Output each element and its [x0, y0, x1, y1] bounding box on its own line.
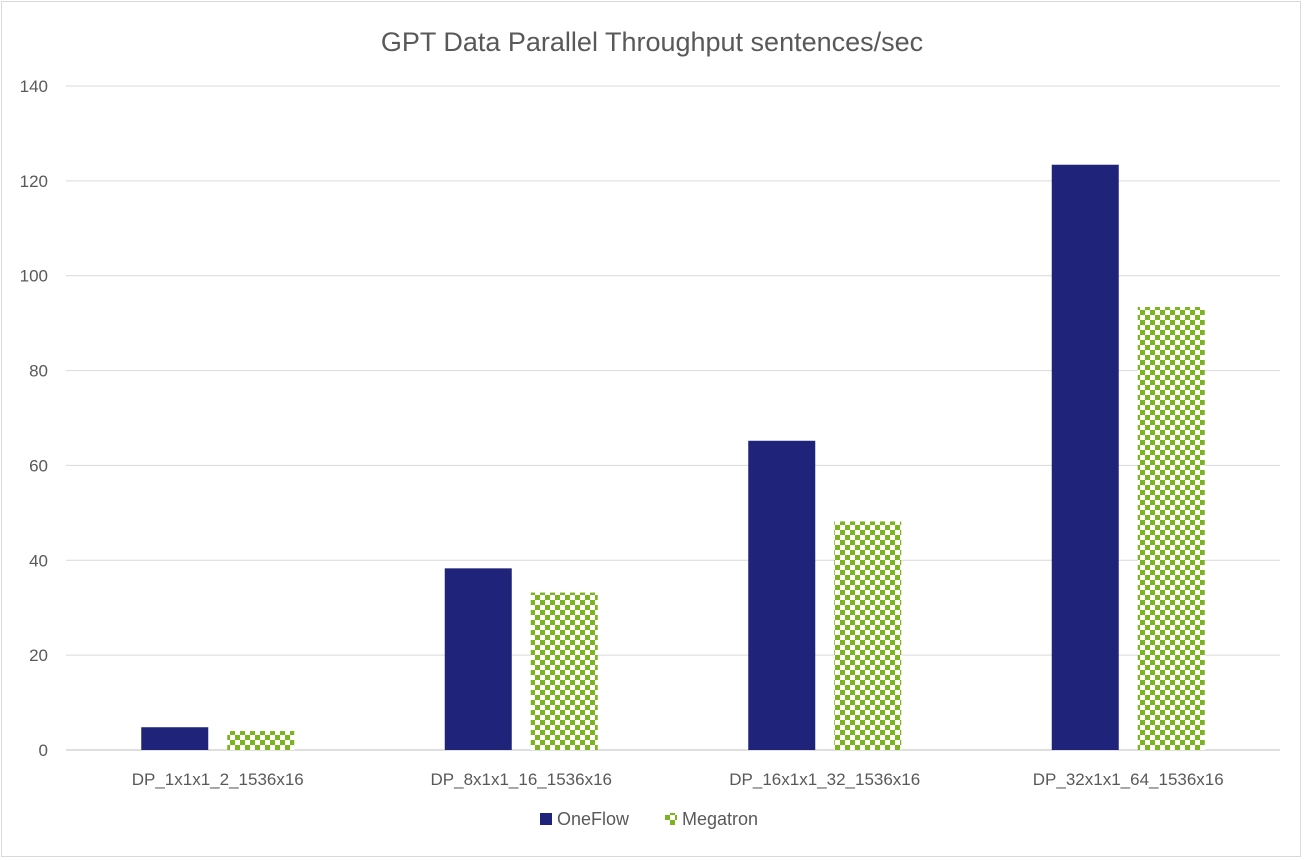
chart-title: GPT Data Parallel Throughput sentences/s… [381, 27, 923, 57]
bar-megatron-4 [1137, 307, 1205, 750]
y-tick-label: 140 [20, 77, 48, 96]
legend-swatch-megatron [665, 813, 677, 825]
bar-oneflow-4 [1051, 164, 1119, 750]
bar-oneflow-2 [444, 568, 512, 750]
bar-oneflow-3 [748, 440, 816, 750]
y-tick-label: 40 [29, 551, 48, 570]
y-tick-label: 60 [29, 456, 48, 475]
legend-label-oneflow: OneFlow [557, 809, 630, 829]
x-tick-label: DP_8x1x1_16_1536x16 [431, 770, 612, 789]
x-tick-label: DP_32x1x1_64_1536x16 [1033, 770, 1224, 789]
bars [141, 164, 1205, 750]
bar-megatron-2 [530, 592, 598, 750]
y-axis: 0 20 40 60 80 100 120 140 [20, 77, 48, 760]
x-axis: DP_1x1x1_2_1536x16 DP_8x1x1_16_1536x16 DP_… [132, 770, 1224, 789]
legend-swatch-oneflow [540, 813, 552, 825]
x-tick-label: DP_1x1x1_2_1536x16 [132, 770, 304, 789]
x-tick-label: DP_16x1x1_32_1536x16 [729, 770, 920, 789]
legend-label-megatron: Megatron [682, 809, 758, 829]
bar-megatron-1 [227, 731, 295, 750]
legend: OneFlow Megatron [540, 809, 758, 829]
y-tick-label: 0 [39, 741, 48, 760]
y-tick-label: 120 [20, 172, 48, 191]
y-tick-label: 100 [20, 267, 48, 286]
bar-megatron-3 [834, 521, 902, 750]
y-tick-label: 20 [29, 646, 48, 665]
bar-oneflow-1 [141, 727, 209, 750]
y-tick-label: 80 [29, 362, 48, 381]
